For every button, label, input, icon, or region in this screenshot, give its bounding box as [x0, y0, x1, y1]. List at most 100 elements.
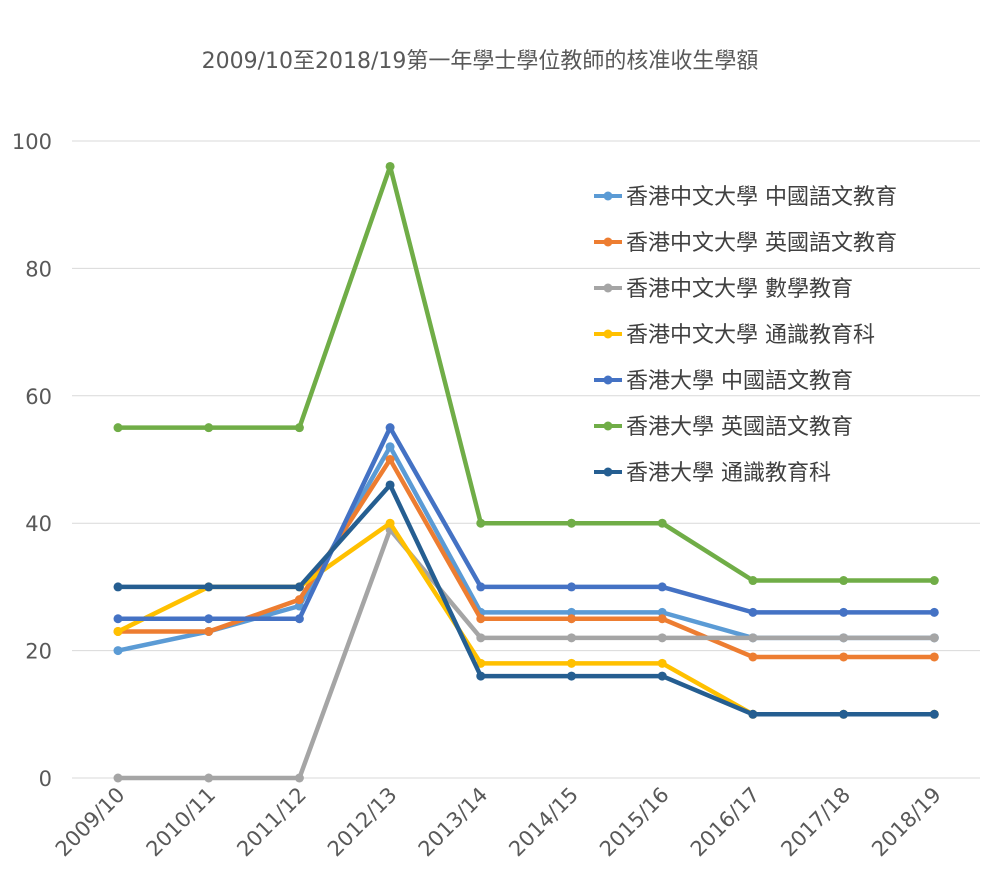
x-tick-label: 2013/14 — [414, 783, 493, 862]
data-point — [113, 423, 123, 433]
x-tick-label: 2010/11 — [142, 783, 221, 862]
data-point — [657, 607, 667, 617]
data-point — [385, 442, 395, 452]
x-tick-label: 2018/19 — [867, 783, 946, 862]
legend-label: 香港大學 中國語文教育 — [626, 369, 853, 394]
data-point — [929, 576, 939, 586]
legend-label: 香港中文大學 中國語文教育 — [626, 185, 897, 210]
data-point — [748, 607, 758, 617]
legend-label: 香港中文大學 數學教育 — [626, 277, 853, 302]
data-point — [113, 582, 123, 592]
data-point — [567, 518, 576, 528]
data-point — [657, 633, 667, 643]
legend-swatch-marker — [603, 237, 613, 247]
data-point — [929, 652, 939, 662]
x-tick-label: 2012/13 — [323, 783, 402, 862]
legend-label: 香港中文大學 英國語文教育 — [626, 231, 897, 256]
x-tick-label: 2014/15 — [504, 783, 583, 862]
data-point — [567, 658, 576, 668]
data-point — [476, 518, 486, 528]
data-point — [385, 455, 395, 464]
series-5 — [113, 161, 939, 586]
data-point — [204, 582, 214, 592]
data-point — [567, 614, 576, 624]
legend-swatch-marker — [603, 329, 613, 339]
legend-swatch-marker — [603, 375, 613, 385]
data-point — [113, 773, 123, 783]
series-lines — [113, 161, 939, 783]
y-axis-ticks: 0 20 40 60 80 100 — [12, 130, 52, 791]
data-point — [294, 601, 304, 611]
data-point — [748, 633, 758, 643]
data-point — [748, 652, 758, 662]
legend-label: 香港大學 英國語文教育 — [626, 415, 853, 440]
series-line — [115, 527, 937, 781]
x-tick-label: 2017/18 — [776, 783, 855, 862]
x-tick-label: 2015/16 — [595, 783, 674, 862]
chart-title: 2009/10至2018/19第一年學士學位教師的核准收生學額 — [202, 49, 759, 74]
data-point — [204, 614, 214, 624]
data-point — [385, 423, 395, 433]
x-tick-label: 2016/17 — [686, 783, 765, 862]
series-2 — [113, 525, 939, 783]
data-point — [567, 671, 576, 681]
series-line — [115, 457, 937, 660]
data-point — [294, 582, 304, 592]
y-tick-label: 100 — [12, 130, 52, 154]
data-point — [839, 652, 849, 662]
data-point — [385, 480, 395, 490]
legend-swatch-marker — [603, 421, 613, 431]
data-point — [748, 576, 758, 586]
series-1 — [113, 455, 939, 662]
data-point — [567, 607, 576, 617]
series-6 — [113, 480, 939, 719]
legend-swatch-marker — [603, 467, 613, 477]
data-point — [929, 633, 939, 643]
legend-item: 香港大學 通識教育科 — [594, 461, 831, 486]
data-point — [657, 671, 667, 681]
data-point — [294, 773, 304, 783]
legend-swatch-marker — [603, 283, 613, 293]
legend-item: 香港中文大學 數學教育 — [594, 277, 853, 302]
data-point — [204, 773, 214, 783]
data-point — [204, 626, 214, 636]
data-point — [839, 607, 849, 617]
legend-label: 香港中文大學 通識教育科 — [626, 323, 875, 348]
data-point — [294, 423, 304, 433]
legend-item: 香港中文大學 中國語文教育 — [594, 185, 897, 210]
data-point — [657, 658, 667, 668]
legend-item: 香港大學 中國語文教育 — [594, 369, 853, 394]
x-tick-label: 2011/12 — [232, 783, 311, 862]
series-line — [115, 482, 937, 717]
y-tick-label: 80 — [25, 257, 52, 281]
y-tick-label: 40 — [25, 512, 52, 536]
data-point — [657, 614, 667, 624]
data-point — [294, 614, 304, 624]
data-point — [113, 626, 123, 636]
data-point — [839, 633, 849, 643]
data-point — [839, 576, 849, 586]
series-line — [115, 164, 937, 583]
legend-swatch-marker — [603, 191, 613, 201]
data-point — [204, 423, 214, 433]
x-axis-ticks: 2009/10 2010/11 2011/12 2012/13 2013/14 2014/… — [51, 783, 946, 862]
data-point — [385, 161, 395, 171]
y-tick-label: 20 — [25, 640, 52, 664]
data-point — [839, 709, 849, 719]
data-point — [748, 709, 758, 719]
series-line — [115, 425, 937, 621]
data-point — [113, 646, 123, 656]
legend-label: 香港大學 通識教育科 — [626, 461, 831, 486]
data-point — [294, 595, 304, 605]
data-point — [567, 582, 576, 592]
data-point — [476, 614, 486, 624]
data-point — [476, 658, 486, 668]
data-point — [657, 518, 667, 528]
data-point — [476, 633, 486, 643]
y-tick-label: 60 — [25, 385, 52, 409]
data-point — [113, 614, 123, 624]
legend-item: 香港中文大學 通識教育科 — [594, 323, 875, 348]
legend-item: 香港大學 英國語文教育 — [594, 415, 853, 440]
